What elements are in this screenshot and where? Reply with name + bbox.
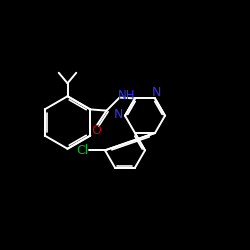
Text: N: N <box>152 86 161 99</box>
Text: N: N <box>114 108 124 121</box>
Text: Cl: Cl <box>76 144 88 157</box>
Text: NH: NH <box>118 89 136 102</box>
Text: O: O <box>91 124 101 137</box>
